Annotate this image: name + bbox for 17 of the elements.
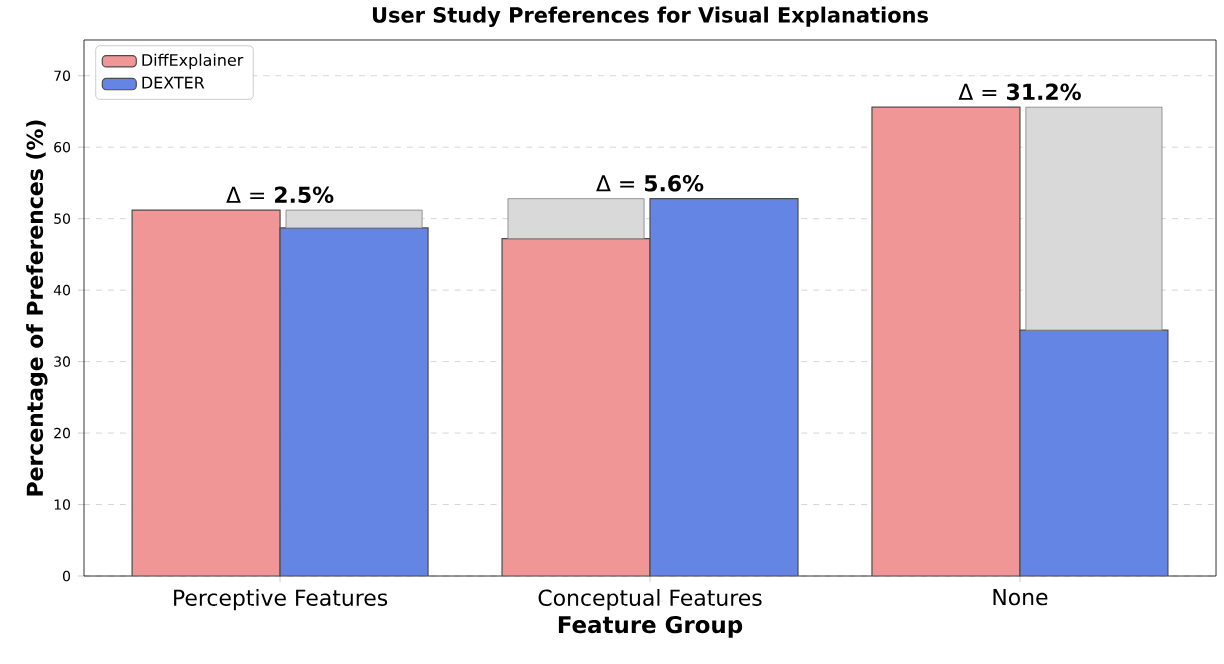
annotation: Δ = 2.5% xyxy=(226,186,334,204)
bar xyxy=(279,227,429,576)
bar xyxy=(871,106,1021,576)
annotation: Δ = 5.6% xyxy=(596,175,704,192)
bar xyxy=(131,209,281,576)
x-tick-label: None xyxy=(993,589,1048,606)
bar xyxy=(650,198,798,576)
bar xyxy=(502,238,651,576)
x-axis-title: Feature Group xyxy=(558,615,743,638)
chart-title: User Study Preferences for Visual Explanations xyxy=(372,6,928,27)
x-tick-label: Perceptive Features xyxy=(174,589,388,611)
x-tick-label: Conceptual Features xyxy=(538,589,762,611)
bar xyxy=(285,209,423,229)
bar xyxy=(1019,329,1169,576)
annotation: Δ = 31.2% xyxy=(958,83,1081,101)
bar xyxy=(1025,106,1163,331)
y-axis-title: Percentage of Preferences (%) xyxy=(26,120,48,496)
